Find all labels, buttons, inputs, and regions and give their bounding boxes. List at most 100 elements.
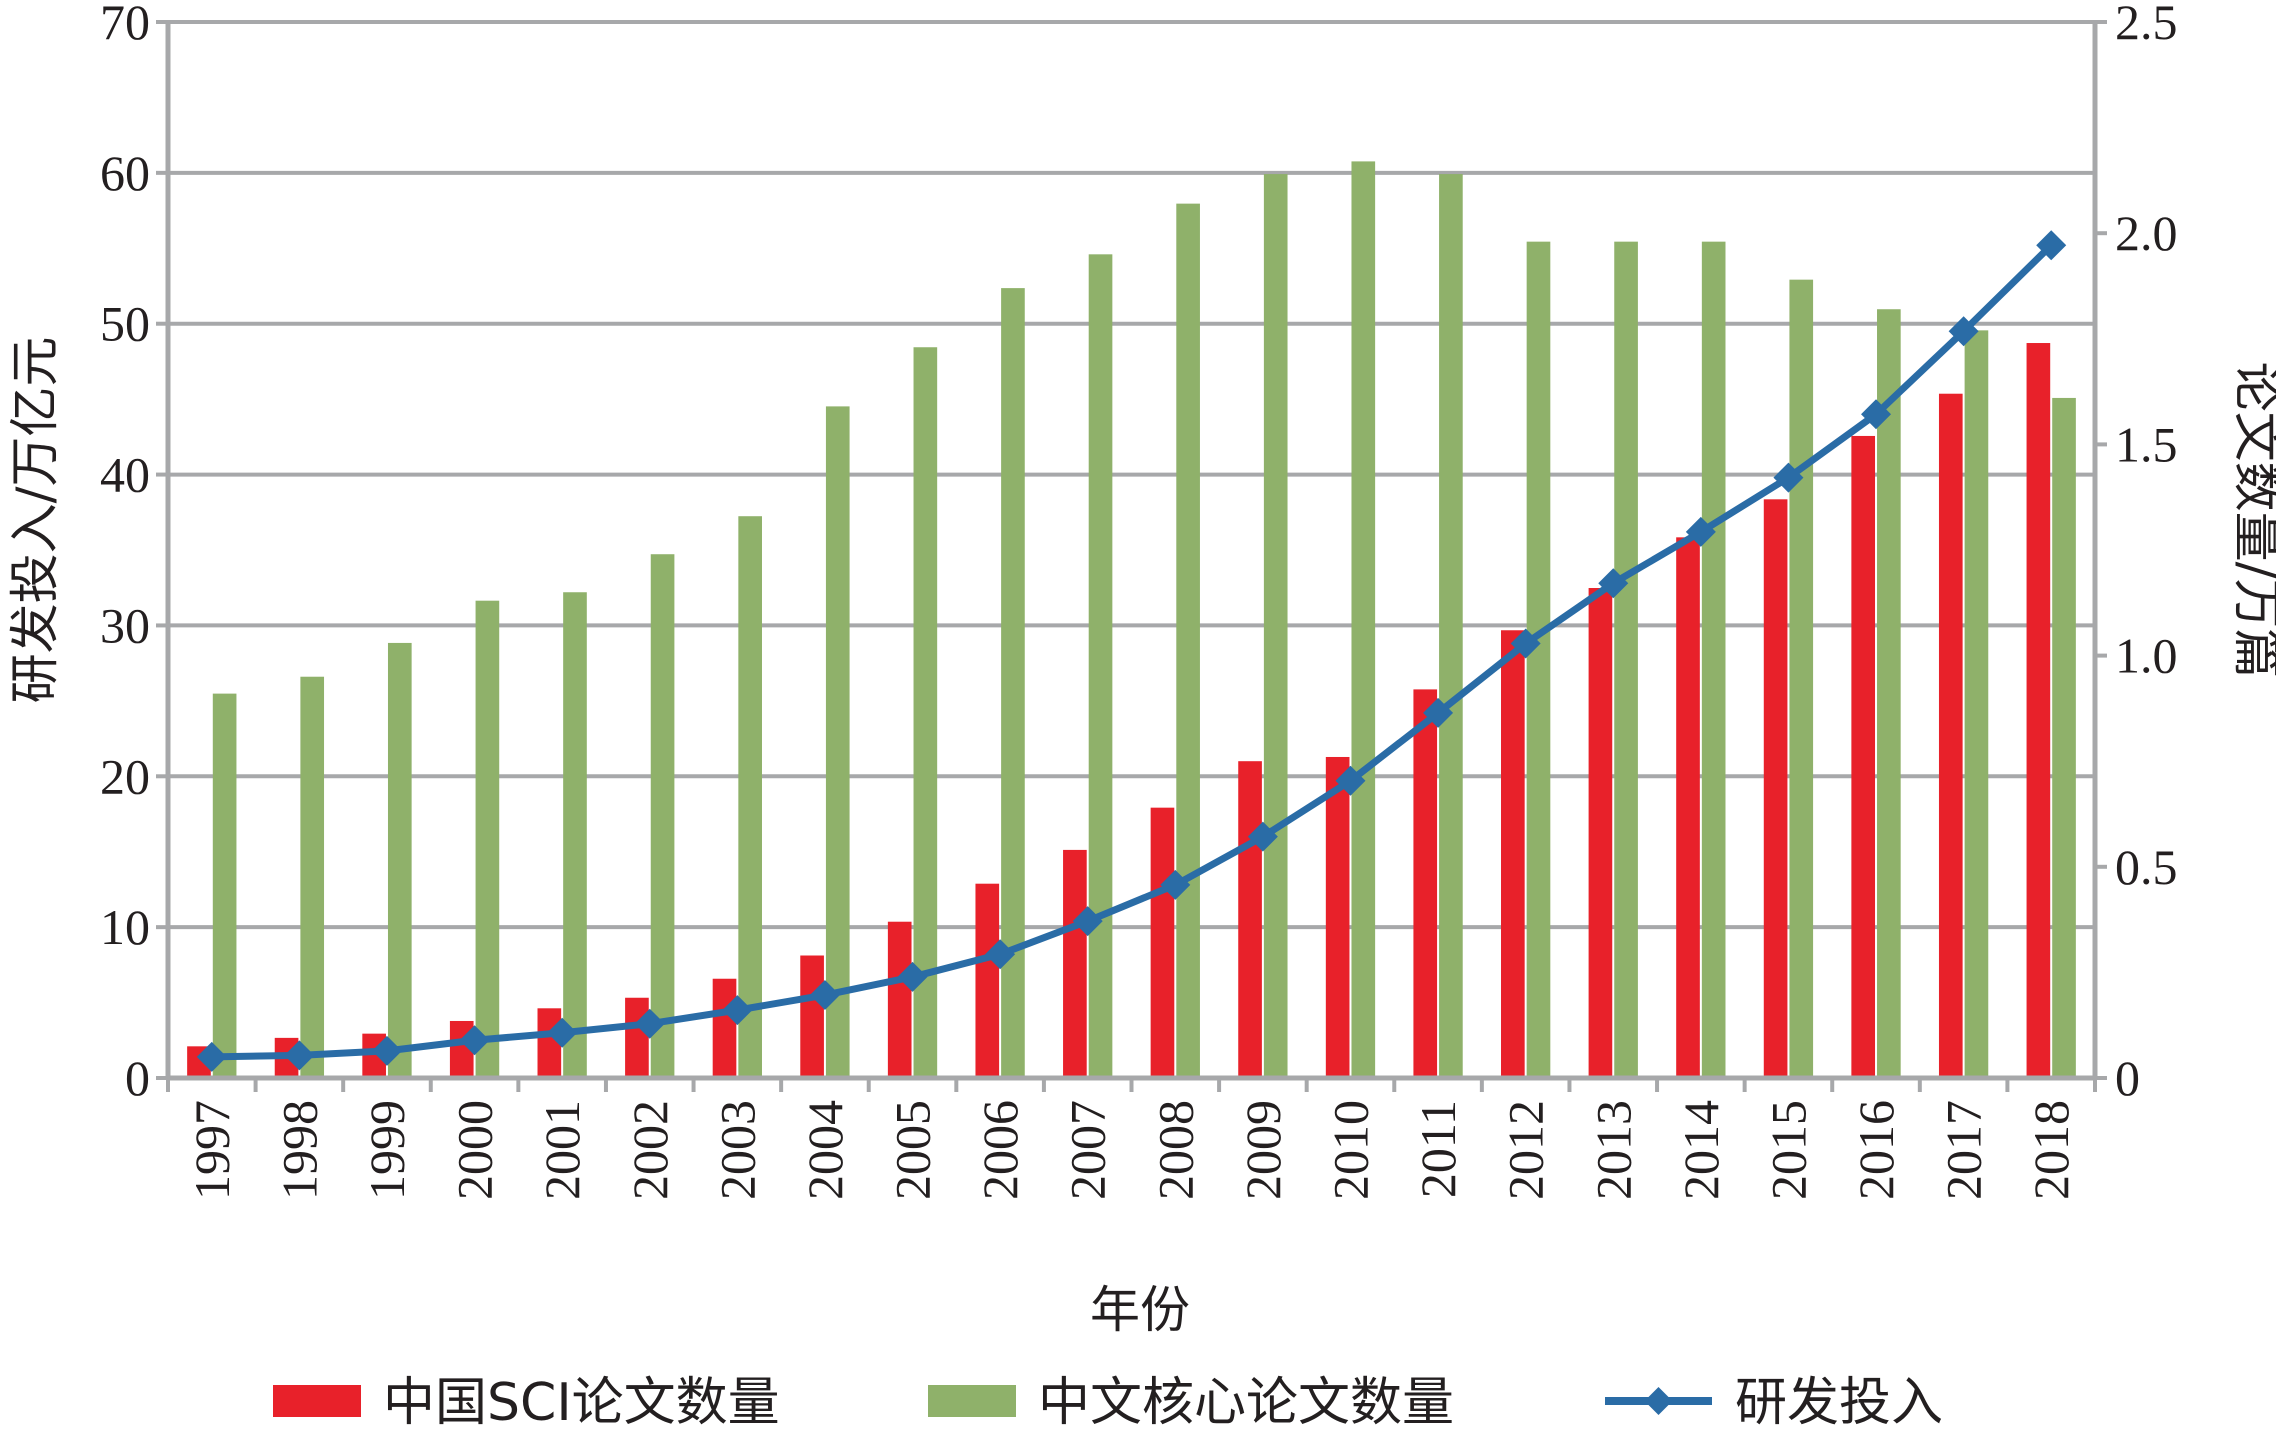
bar bbox=[2026, 343, 2051, 1078]
right-tick-label: 0 bbox=[2115, 1050, 2140, 1106]
bar bbox=[1088, 254, 1113, 1078]
right-tick-label: 1.5 bbox=[2115, 416, 2178, 472]
x-tick-label: 2014 bbox=[1673, 1100, 1729, 1200]
line-point bbox=[547, 1017, 578, 1048]
axes bbox=[165, 22, 2098, 1092]
right-tick-label: 2.0 bbox=[2115, 205, 2178, 261]
line-point bbox=[196, 1041, 227, 1072]
x-tick-label: 2012 bbox=[1498, 1100, 1554, 1200]
bar bbox=[887, 921, 912, 1078]
x-tick-label: 2004 bbox=[797, 1100, 853, 1200]
bar bbox=[387, 642, 412, 1078]
bar bbox=[1150, 807, 1175, 1078]
right-tick-label: 1.0 bbox=[2115, 628, 2178, 684]
x-tick-label: 2013 bbox=[1585, 1100, 1641, 1200]
line-point bbox=[1072, 906, 1103, 937]
line-point bbox=[1335, 765, 1366, 796]
x-tick-label: 1997 bbox=[184, 1100, 240, 1200]
bar bbox=[1526, 241, 1551, 1078]
bar bbox=[1263, 174, 1288, 1079]
x-tick-label: 2011 bbox=[1410, 1100, 1466, 1198]
bar bbox=[975, 883, 1000, 1078]
legend-swatch-core bbox=[928, 1385, 1016, 1417]
line-point bbox=[1685, 516, 1716, 547]
bar bbox=[1501, 630, 1525, 1078]
bar bbox=[1588, 588, 1613, 1078]
left-tick-label: 60 bbox=[100, 145, 150, 201]
line-point bbox=[897, 961, 928, 992]
x-tick-label: 2005 bbox=[885, 1100, 941, 1200]
bar bbox=[625, 997, 649, 1078]
left-tick-label: 0 bbox=[125, 1050, 150, 1106]
legend-marker-rd bbox=[1644, 1387, 1673, 1415]
line-point bbox=[1247, 821, 1278, 852]
line-point bbox=[634, 1008, 665, 1039]
x-tick-label: 2006 bbox=[972, 1100, 1028, 1200]
bar bbox=[1063, 849, 1087, 1078]
right-axis-ticks: 0 0.5 1.0 1.5 2.0 2.5 bbox=[2095, 0, 2178, 1106]
line-point bbox=[722, 995, 753, 1026]
bar bbox=[2052, 397, 2076, 1078]
line-point bbox=[1598, 568, 1629, 599]
line-point bbox=[985, 939, 1016, 970]
x-tick-label: 1999 bbox=[359, 1100, 415, 1200]
bar bbox=[1701, 241, 1726, 1078]
line-point bbox=[371, 1035, 402, 1066]
x-tick-label: 2002 bbox=[622, 1100, 678, 1200]
bar bbox=[1439, 174, 1463, 1079]
left-tick-label: 10 bbox=[100, 899, 150, 955]
x-tick-label: 2010 bbox=[1322, 1100, 1378, 1200]
bar bbox=[1176, 203, 1200, 1078]
x-tick-label: 1998 bbox=[271, 1100, 327, 1200]
bar bbox=[1413, 689, 1438, 1078]
x-tick-label: 2016 bbox=[1848, 1100, 1904, 1200]
left-tick-label: 70 bbox=[100, 0, 150, 50]
line-point bbox=[1861, 399, 1892, 430]
line-point bbox=[1510, 628, 1541, 659]
left-axis-title: 研发投入/万亿元 bbox=[6, 337, 64, 704]
right-axis-title: 论文数量/万篇 bbox=[2228, 362, 2276, 679]
bar bbox=[212, 693, 237, 1078]
line-point bbox=[459, 1025, 490, 1056]
x-tick-label: 2007 bbox=[1060, 1100, 1116, 1200]
legend-swatch-sci bbox=[273, 1385, 361, 1417]
bar bbox=[800, 955, 824, 1078]
bar bbox=[300, 676, 325, 1078]
x-tick-label: 2003 bbox=[709, 1100, 765, 1200]
bar bbox=[1351, 161, 1376, 1079]
bar bbox=[1789, 279, 1814, 1078]
line-point bbox=[1948, 316, 1979, 347]
legend-label-core: 中文核心论文数量 bbox=[1038, 1373, 1454, 1433]
x-tick-label: 2000 bbox=[447, 1100, 503, 1200]
x-tick-label: 2008 bbox=[1147, 1100, 1203, 1200]
legend: 中国SCI论文数量 中文核心论文数量 研发投入 bbox=[273, 1373, 1943, 1433]
bar bbox=[563, 592, 587, 1078]
x-tick-label: 2015 bbox=[1760, 1100, 1816, 1200]
line-point bbox=[809, 980, 840, 1011]
bar bbox=[825, 406, 850, 1078]
bar bbox=[475, 600, 500, 1078]
bar bbox=[1614, 241, 1638, 1078]
line-point bbox=[1160, 869, 1191, 900]
line-path bbox=[211, 242, 2054, 1061]
line-point bbox=[1773, 462, 1804, 493]
left-tick-label: 20 bbox=[100, 748, 150, 804]
bar bbox=[1238, 761, 1262, 1078]
x-axis-ticks: 1997 1998 1999 2000 2001 2002 2003 2004 2005 2006… bbox=[184, 1100, 2079, 1200]
x-tick-label: 2017 bbox=[1936, 1100, 1992, 1200]
left-tick-label: 50 bbox=[100, 296, 150, 352]
legend-label-sci: 中国SCI论文数量 bbox=[383, 1373, 780, 1433]
x-tick-label: 2009 bbox=[1235, 1100, 1291, 1200]
left-tick-label: 30 bbox=[100, 597, 150, 653]
right-tick-label: 2.5 bbox=[2115, 0, 2178, 50]
left-axis-ticks: 0 10 20 30 40 50 60 70 bbox=[100, 0, 168, 1106]
bar bbox=[1676, 537, 1700, 1078]
bar bbox=[1877, 309, 1901, 1078]
x-axis-title: 年份 bbox=[1090, 1281, 1190, 1339]
line-point bbox=[1423, 697, 1454, 728]
bar bbox=[712, 978, 737, 1078]
bar bbox=[1325, 756, 1350, 1078]
x-tick-label: 2018 bbox=[2023, 1100, 2079, 1200]
bar bbox=[1763, 499, 1788, 1078]
